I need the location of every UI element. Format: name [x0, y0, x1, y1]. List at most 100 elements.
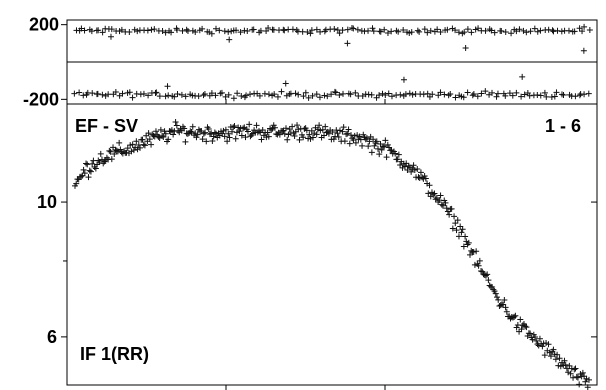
phase-point-lower [171, 93, 178, 100]
phase-point-upper [545, 26, 552, 33]
amplitude-point [348, 132, 355, 139]
amplitude-point [232, 135, 239, 142]
phase-point-upper [216, 27, 223, 34]
phase-point-upper [488, 27, 495, 34]
amplitude-point [523, 324, 530, 331]
phase-point-upper [179, 27, 186, 34]
phase-point-upper [199, 25, 206, 32]
amplitude-point [536, 335, 543, 342]
phase-point-upper [565, 27, 572, 34]
amplitude-point [111, 151, 118, 158]
amplitude-point [316, 122, 323, 129]
amplitude-point [582, 378, 589, 385]
amplitude-point [522, 323, 529, 330]
amplitude-point [443, 205, 450, 212]
amplitude-point [137, 144, 144, 151]
phase-ytick-label: -200 [23, 89, 59, 109]
amplitude-point [124, 145, 131, 152]
amplitude-point [485, 277, 492, 284]
amplitude-point [384, 141, 391, 148]
amplitude-point [356, 133, 363, 140]
phase-point-upper [377, 28, 384, 35]
amplitude-point [165, 136, 172, 143]
amplitude-point [173, 122, 180, 129]
phase-point-upper [369, 25, 376, 32]
amplitude-point [265, 133, 272, 140]
phase-point-lower [119, 90, 126, 97]
phase-point-lower [129, 94, 136, 101]
phase-point-upper [307, 30, 314, 37]
amplitude-point [344, 130, 351, 137]
phase-point-upper [482, 27, 489, 34]
amplitude-point [139, 136, 146, 143]
amplitude-point [462, 233, 469, 240]
amplitude-point [141, 142, 148, 149]
phase-point-upper [376, 28, 383, 35]
amplitude-point [579, 369, 586, 376]
amplitude-point [248, 131, 255, 138]
phase-point-upper [400, 27, 407, 34]
phase-outlier [580, 47, 587, 54]
phase-point-lower [397, 91, 404, 98]
amplitude-point [437, 192, 444, 199]
phase-point-lower [452, 94, 459, 101]
phase-point-upper [317, 28, 324, 35]
amplitude-point [438, 201, 445, 208]
amplitude-point [289, 123, 296, 130]
label-antennas: 1 - 6 [545, 116, 581, 136]
amplitude-point [371, 142, 378, 149]
phase-point-lower [305, 94, 312, 101]
amplitude-point [229, 128, 236, 135]
amplitude-point [170, 131, 177, 138]
amplitude-point [236, 128, 243, 135]
amplitude-point [194, 131, 201, 138]
amplitude-point [159, 132, 166, 139]
phase-point-lower [153, 89, 160, 96]
phase-point-upper [304, 28, 311, 35]
amplitude-point [512, 312, 519, 319]
phase-outlier [226, 36, 233, 43]
phase-point-lower [541, 89, 548, 96]
phase-point-upper [461, 29, 468, 36]
amplitude-point [484, 271, 491, 278]
amplitude-point [335, 133, 342, 140]
amplitude-point [493, 294, 500, 301]
phase-point-lower [126, 89, 133, 96]
amplitude-point [78, 173, 85, 180]
amplitude-point [395, 151, 402, 158]
amplitude-point [222, 126, 229, 133]
phase-point-lower [585, 90, 592, 97]
phase-point-upper [468, 29, 475, 36]
phase-point-lower [581, 91, 588, 98]
phase-point-upper [108, 26, 115, 33]
phase-point-upper [228, 28, 235, 35]
amplitude-point [584, 384, 591, 390]
amplitude-point [417, 169, 424, 176]
phase-point-upper [99, 29, 106, 36]
phase-point-upper [516, 26, 523, 33]
phase-point-upper [344, 26, 351, 33]
phase-point-upper [321, 28, 328, 35]
amplitude-point [567, 370, 574, 377]
amplitude-point [322, 123, 329, 130]
phase-point-lower [494, 90, 501, 97]
phase-point-lower [265, 91, 272, 98]
amplitude-point [562, 361, 569, 368]
phase-point-lower [558, 91, 565, 98]
phase-point-lower [225, 91, 232, 98]
amplitude-point [106, 147, 113, 154]
phase-point-lower [521, 91, 528, 98]
phase-point-lower [489, 89, 496, 96]
phase-point-upper [168, 29, 175, 36]
phase-point-lower [406, 90, 413, 97]
amplitude-point [325, 130, 332, 137]
amplitude-point [87, 168, 94, 175]
phase-point-lower [278, 88, 285, 95]
phase-point-lower [140, 90, 147, 97]
phase-point-upper [237, 29, 244, 36]
amplitude-point [81, 170, 88, 177]
phase-point-upper [233, 27, 240, 34]
phase-point-lower [482, 88, 489, 95]
phase-point-upper [162, 29, 169, 36]
phase-point-lower [274, 93, 281, 100]
